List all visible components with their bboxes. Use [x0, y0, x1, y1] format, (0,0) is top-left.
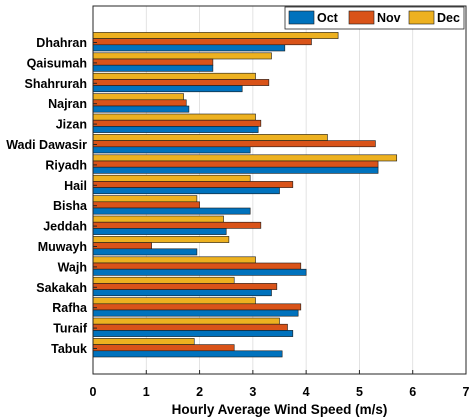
bar-nov-shahrurah — [92, 79, 270, 86]
category-label: Bisha — [53, 199, 88, 213]
legend-swatch-nov — [348, 10, 375, 25]
bar-nov-dhahran — [92, 38, 312, 46]
category-label: Jeddah — [43, 220, 87, 234]
bar-dec-muwayh — [92, 236, 230, 243]
x-tick-label: 0 — [90, 385, 97, 399]
bar-oct-bisha — [92, 207, 251, 215]
bar-dec-qaisumah — [92, 52, 272, 60]
bar-dec-sakakah — [92, 276, 235, 284]
bar-nov-turaif — [92, 323, 288, 331]
category-label: Wajh — [58, 260, 87, 274]
bar-dec-najran — [92, 93, 184, 101]
bar-oct-najran — [92, 105, 190, 113]
x-tick-label: 1 — [143, 385, 150, 399]
bar-dec-dhahran — [92, 32, 339, 39]
bar-nov-wajh — [92, 262, 302, 270]
bar-dec-hail — [92, 174, 251, 182]
legend-label-nov: Nov — [377, 11, 401, 25]
legend-label-dec: Dec — [437, 11, 460, 25]
bar-oct-turaif — [92, 330, 294, 337]
bar-dec-bisha — [92, 195, 198, 203]
legend-swatch-oct — [288, 10, 315, 25]
bar-oct-shahrurah — [92, 85, 243, 93]
bar-nov-najran — [92, 99, 187, 107]
x-tick-label: 2 — [196, 385, 203, 399]
bar-nov-jizan — [92, 119, 262, 127]
category-label: Hail — [64, 179, 87, 193]
bar-oct-qaisumah — [92, 64, 214, 72]
category-label: Tabuk — [51, 342, 87, 356]
bar-nov-jeddah — [92, 221, 262, 229]
category-label: Turaif — [53, 322, 88, 336]
bar-nov-tabuk — [92, 344, 235, 352]
category-label: Najran — [48, 97, 87, 111]
bar-oct-jizan — [92, 126, 259, 133]
bar-dec-wajh — [92, 256, 256, 264]
bar-nov-muwayh — [92, 242, 152, 250]
bar-nov-wadi-dawasir — [92, 140, 376, 148]
bar-oct-dhahran — [92, 44, 286, 52]
x-tick-label: 7 — [463, 385, 470, 399]
category-label: Muwayh — [38, 240, 87, 254]
x-axis-title: Hourly Average Wind Speed (m/s) — [172, 402, 388, 417]
bar-dec-tabuk — [92, 338, 195, 345]
bar-oct-wadi-dawasir — [92, 146, 251, 154]
category-label: Riyadh — [45, 158, 87, 172]
x-tick-label: 5 — [356, 385, 363, 399]
bar-oct-jeddah — [92, 228, 227, 235]
x-axis-ticks: 0 1 2 3 4 5 6 7 — [90, 370, 470, 399]
bar-oct-wajh — [92, 268, 307, 276]
legend: Oct Nov Dec — [284, 6, 465, 30]
bar-nov-hail — [92, 181, 294, 188]
bar-dec-wadi-dawasir — [92, 134, 328, 141]
bar-nov-sakakah — [92, 283, 278, 290]
legend-label-oct: Oct — [317, 11, 339, 25]
category-label: Sakakah — [36, 281, 87, 295]
bar-dec-riyadh — [92, 154, 398, 162]
bar-oct-muwayh — [92, 248, 198, 256]
category-label: Wadi Dawasir — [6, 138, 87, 152]
bar-oct-sakakah — [92, 289, 272, 297]
category-label: Shahrurah — [24, 77, 87, 91]
bar-nov-bisha — [92, 201, 200, 209]
bar-dec-jizan — [92, 113, 256, 121]
bar-oct-riyadh — [92, 166, 379, 174]
category-label: Dhahran — [36, 36, 87, 50]
category-label: Qaisumah — [27, 56, 87, 70]
bar-oct-hail — [92, 187, 280, 195]
bar-nov-rafha — [92, 303, 302, 311]
bar-oct-rafha — [92, 309, 299, 317]
bar-nov-qaisumah — [92, 58, 214, 66]
plot-frame — [92, 5, 467, 375]
bars — [92, 32, 398, 358]
bar-dec-turaif — [92, 317, 280, 325]
category-label: Rafha — [52, 301, 88, 315]
x-tick-label: 4 — [303, 385, 310, 399]
bar-dec-jeddah — [92, 215, 224, 223]
y-axis-categories: Dhahran Qaisumah Shahrurah Najran Jizan Wadi … — [6, 36, 97, 356]
bar-dec-shahrurah — [92, 72, 256, 80]
legend-swatch-dec — [408, 10, 435, 25]
x-tick-label: 6 — [409, 385, 416, 399]
x-tick-label: 3 — [249, 385, 256, 399]
category-label: Jizan — [56, 118, 87, 132]
bar-oct-tabuk — [92, 350, 283, 358]
bar-dec-rafha — [92, 297, 256, 305]
bar-nov-riyadh — [92, 160, 379, 168]
